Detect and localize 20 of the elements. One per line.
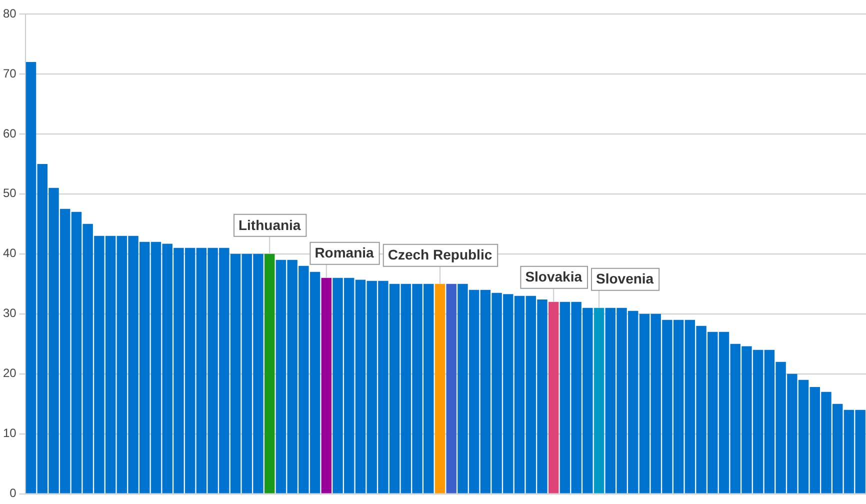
bar	[548, 302, 559, 494]
annotation: Slovakia	[525, 268, 582, 285]
y-tick-label: 0	[10, 486, 17, 500]
y-tick-label: 80	[2, 6, 17, 20]
y-tick-label: 50	[2, 186, 17, 200]
y-tick-label: 30	[2, 306, 17, 320]
y-tick-label: 60	[2, 126, 17, 140]
bar	[264, 254, 275, 494]
bar	[321, 278, 332, 494]
annotation: Slovenia	[596, 270, 654, 287]
annotation: Romania	[314, 244, 374, 261]
y-tick-label: 70	[2, 66, 17, 80]
y-tick-label: 10	[2, 426, 17, 440]
annotation: Czech Republic	[388, 246, 492, 263]
bar	[594, 308, 604, 494]
y-tick-label: 20	[2, 366, 17, 380]
annotation: Lithuania	[238, 216, 301, 233]
bar	[446, 284, 456, 494]
y-tick-label: 40	[2, 246, 17, 260]
bar	[434, 284, 446, 494]
